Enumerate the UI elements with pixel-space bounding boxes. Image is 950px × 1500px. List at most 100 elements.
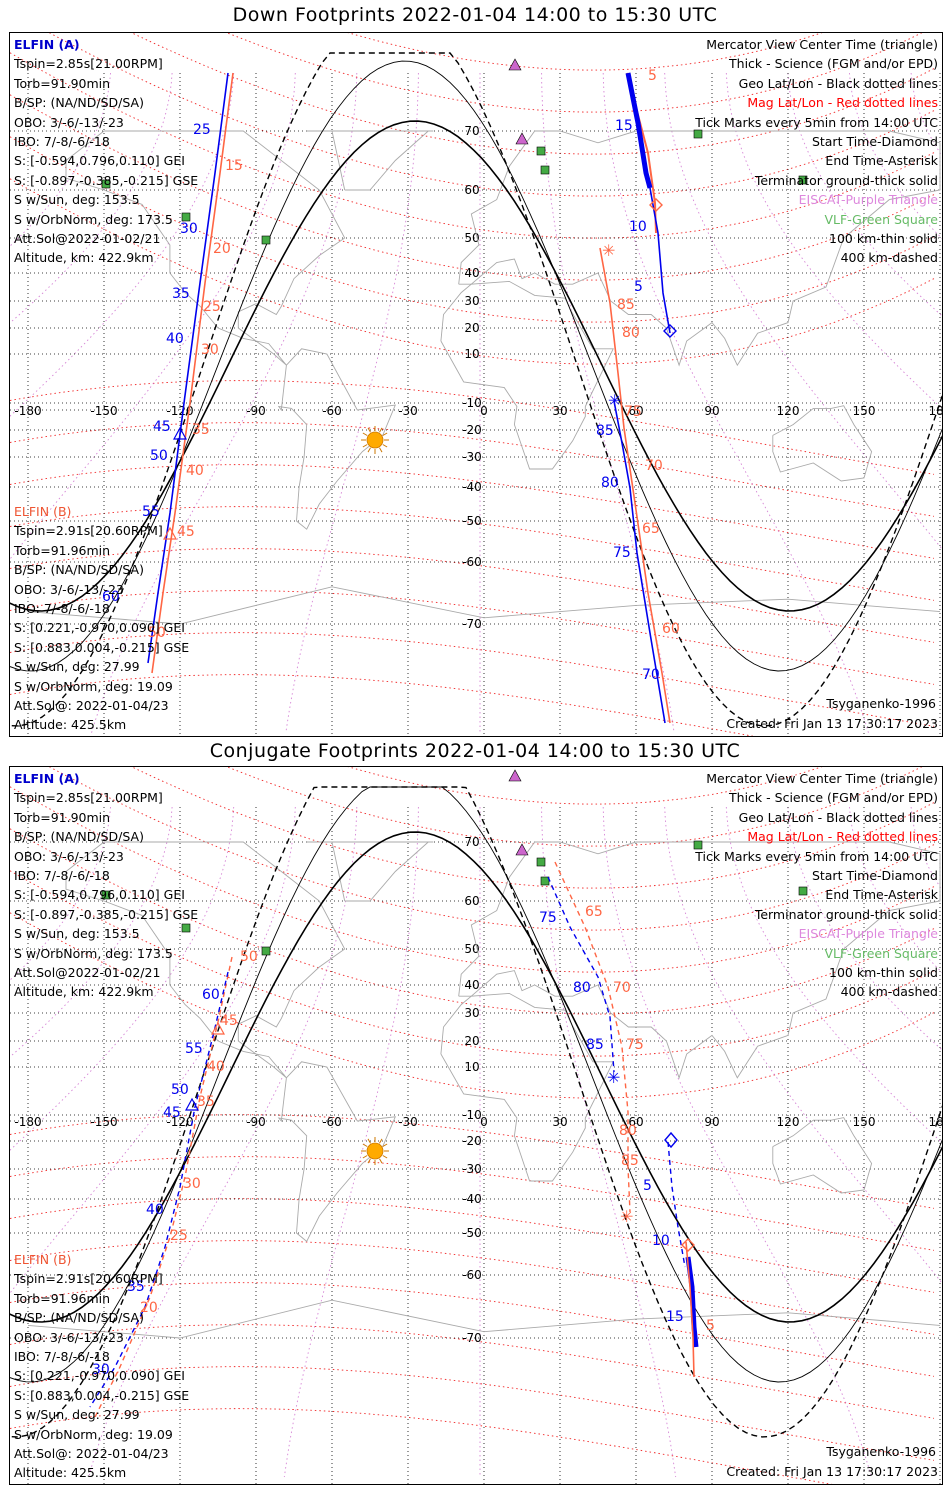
elfin-b-center-triangle	[162, 526, 178, 540]
elfin-a-tick-label: 80	[601, 475, 619, 491]
mag-lat-line	[10, 548, 935, 643]
lon-label: 90	[704, 404, 719, 418]
elfin-b-line: IBO: 7/-8/-6/-18	[14, 600, 110, 616]
elfin-a-tick-label: 40	[166, 331, 184, 347]
elfin-a-line: B/SP: (NA/ND/SD/SA)	[14, 829, 144, 845]
elfin-b-line: Altitude: 425.5km	[14, 1465, 127, 1481]
lon-label: 120	[777, 404, 800, 418]
vlf-square	[261, 946, 271, 956]
elfin-b-line: Tspin=2.91s[20.60RPM]	[14, 1271, 163, 1287]
elfin-a-tick-label: 75	[613, 545, 631, 561]
panel-down-footprints: -180-150-120-90-60-300306090120150180706…	[9, 32, 943, 737]
lon-label: 150	[853, 1115, 876, 1129]
mag-lat-line	[10, 506, 935, 601]
lat-label: 20	[464, 1034, 479, 1048]
sun-ray	[379, 447, 383, 453]
coastline	[458, 130, 941, 367]
mag-lon-line	[10, 806, 111, 981]
elfin-b-track	[599, 247, 671, 724]
lat-label: 20	[464, 321, 479, 335]
elfin-a-line: OBO: 3/-6/-13/-23	[14, 114, 124, 130]
mag-lon-line	[725, 72, 942, 410]
sun-ray	[367, 1138, 371, 1144]
mag-lon-line	[541, 806, 677, 1478]
mag-lon-line	[787, 72, 942, 317]
elfin-a-line: IBO: 7/-8/-6/-18	[14, 133, 110, 149]
elfin-a-header: ELFIN (A)	[14, 771, 80, 786]
elfin-b-tick-label: 85	[621, 1153, 639, 1169]
legend-ticks: Tick Marks every 5min from 14:00 UTC	[695, 114, 938, 130]
vlf-square	[536, 857, 546, 867]
elfin-b-line: S w/Sun, deg: 27.99	[14, 1407, 140, 1423]
lat-label: -30	[462, 450, 482, 464]
coastline	[277, 1061, 397, 1243]
elfin-a-tick-label: 70	[642, 667, 660, 683]
legend-thick: Thick - Science (FGM and/or EPD)	[729, 56, 938, 72]
terminator-ground	[10, 120, 942, 612]
vlf-square	[540, 165, 550, 175]
legend: Mercator View Center Time (triangle) Thi…	[695, 769, 938, 1002]
lat-label: -40	[462, 1192, 482, 1206]
elfin-a-science	[685, 1256, 699, 1348]
coastline	[27, 1299, 941, 1339]
elfin-b-tick-label: 80	[622, 325, 640, 341]
elfin-a-line: B/SP: (NA/ND/SD/SA)	[14, 95, 144, 111]
created-date: Created: Fri Jan 13 17:30:17 2023	[726, 1464, 938, 1479]
sun-ray	[382, 432, 388, 436]
elfin-b-line: OBO: 3/-6/-13/-23	[14, 1329, 124, 1345]
vlf-square	[536, 146, 546, 156]
elfin-b-end-asterisk: ✳	[602, 241, 615, 260]
elfin-a-tick-label: 15	[666, 1309, 684, 1325]
legend-terminator: Terminator ground-thick solid	[754, 172, 938, 188]
model-name: Tsyganenko-1996	[826, 696, 936, 711]
lat-label: 50	[464, 231, 479, 245]
lon-label: -60	[322, 404, 342, 418]
coastline	[440, 280, 614, 470]
elfin-a-line: S: [-0.594,0.796,0.110] GEI	[14, 887, 185, 903]
elfin-a-line: IBO: 7/-8/-6/-18	[14, 867, 110, 883]
elfin-b-tick-label: 70	[613, 980, 631, 996]
lon-label: -180	[14, 404, 41, 418]
terminator-400km	[10, 52, 942, 727]
elfin-a-line: S w/Sun, deg: 153.5	[14, 192, 140, 208]
elfin-b-start-diamond	[649, 198, 663, 212]
lon-label: 0	[480, 404, 488, 418]
elfin-b-tick-label: 20	[140, 1300, 158, 1316]
elfin-b-tick-label: 20	[213, 241, 231, 257]
sun-ray	[362, 444, 368, 448]
mag-lon-line	[10, 72, 235, 417]
model-name: Tsyganenko-1996	[826, 1444, 936, 1459]
elfin-a-start-diamond	[663, 324, 677, 338]
elfin-b-track	[685, 1241, 695, 1378]
coastline	[458, 841, 941, 1080]
elfin-a-line: OBO: 3/-6/-13/-23	[14, 848, 124, 864]
elfin-a-line: S w/OrbNorm, deg: 173.5	[14, 211, 173, 227]
mag-lat-line	[10, 1198, 935, 1293]
elfin-b-tick-label: 45	[177, 524, 195, 540]
coastline	[27, 586, 941, 625]
coastline	[772, 405, 873, 482]
elfin-b-tick-label: 30	[183, 1176, 201, 1192]
elfin-a-track	[667, 1141, 686, 1268]
lat-label: -70	[462, 1331, 482, 1345]
vlf-square	[798, 175, 808, 185]
elfin-b-line: S w/OrbNorm, deg: 19.09	[14, 678, 173, 694]
elfin-b-track	[151, 72, 234, 674]
terminator-ground	[10, 831, 942, 1323]
created-date: Created: Fri Jan 13 17:30:17 2023	[726, 716, 938, 731]
lat-label: 40	[464, 978, 479, 992]
elfin-b-info: ELFIN (B) Tspin=2.91s[20.60RPM] Torb=91.…	[14, 502, 189, 735]
lat-label: -60	[462, 1268, 482, 1282]
mag-lon-line	[91, 72, 358, 734]
sun-ray	[362, 1143, 368, 1147]
legend-geo: Geo Lat/Lon - Black dotted lines	[738, 75, 938, 91]
elfin-b-track	[94, 956, 233, 1418]
sun-ray	[367, 1158, 371, 1164]
lat-label: -50	[462, 1226, 482, 1240]
legend-vlf: VLF-Green Square	[824, 211, 938, 227]
mag-lat-line	[10, 464, 935, 559]
panel-title-down: Down Footprints 2022-01-04 14:00 to 15:3…	[232, 4, 718, 26]
elfin-a-tick-label: 5	[643, 1178, 652, 1194]
mag-lat-line	[10, 1408, 833, 1484]
elfin-b-tick-label: 25	[203, 299, 221, 315]
